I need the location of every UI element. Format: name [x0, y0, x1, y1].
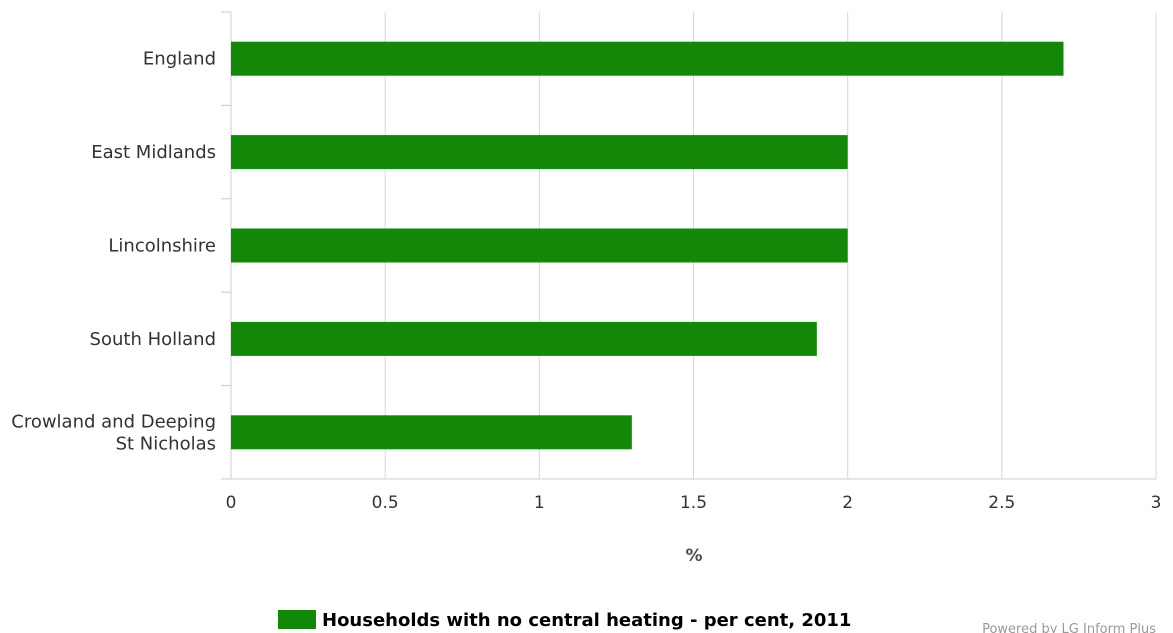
- bar: [231, 415, 632, 450]
- value-tick-labels: 0 0.5 1 1.5 2 2.5 3: [226, 493, 1162, 513]
- x-tick-label: 2.5: [988, 493, 1015, 513]
- category-label: Crowland and Deeping St Nicholas: [11, 411, 216, 454]
- x-tick-label: 2: [842, 493, 853, 513]
- x-tick-label: 0: [226, 493, 237, 513]
- category-axis: [221, 11, 1156, 480]
- category-label: England: [143, 49, 216, 70]
- category-labels: England East Midlands Lincolnshire South Ho…: [11, 49, 216, 455]
- legend-swatch: [278, 610, 316, 629]
- category-label: East Midlands: [91, 142, 216, 163]
- legend[interactable]: Households with no central heating - per…: [278, 610, 851, 631]
- bars: [231, 41, 1064, 450]
- category-label: South Holland: [90, 329, 216, 350]
- x-tick-label: 1.5: [680, 493, 707, 513]
- bar: [231, 135, 848, 170]
- credit-text[interactable]: Powered by LG Inform Plus: [982, 622, 1156, 633]
- x-axis-title: %: [685, 546, 702, 566]
- x-tick-label: 1: [534, 493, 545, 513]
- x-tick-label: 3: [1151, 493, 1162, 513]
- x-tick-label: 0.5: [372, 493, 399, 513]
- bar: [231, 41, 1064, 76]
- category-label: Lincolnshire: [108, 236, 216, 257]
- legend-label: Households with no central heating - per…: [322, 610, 851, 631]
- bar: [231, 228, 848, 263]
- bar: [231, 321, 817, 356]
